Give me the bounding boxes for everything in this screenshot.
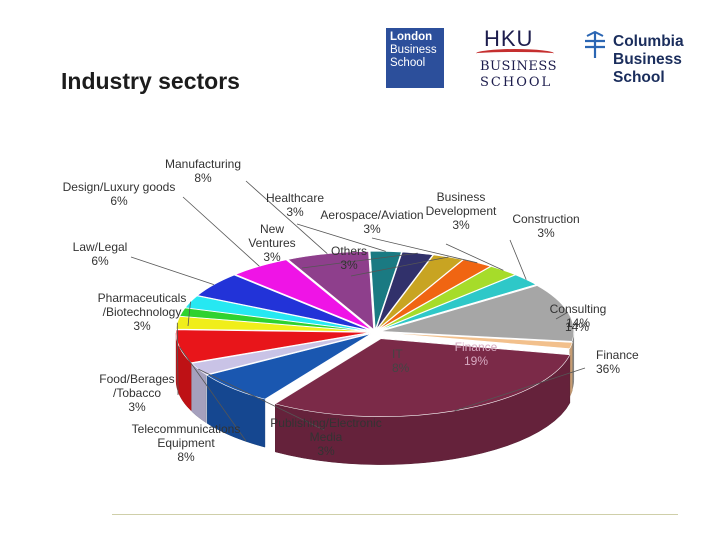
leader-line-14 [445, 243, 504, 271]
slice-label-6: Pharmaceuticals/Biotechnology 3% [98, 291, 187, 333]
leader-line-9 [245, 180, 328, 254]
leader-line-13 [371, 237, 478, 264]
pie-slice-5 [179, 307, 370, 332]
columbia-logo-line-2: Business [613, 51, 682, 68]
leader-line-2 [198, 368, 325, 431]
london-business-school-logo: London Business School [386, 28, 444, 88]
slice-label-14: Business Development 3% [426, 190, 497, 232]
pie-slice-17 [380, 332, 573, 349]
slice-label-15: Construction 3% [512, 212, 579, 240]
lbs-logo-line-1: London [390, 31, 433, 43]
pie-slice-7 [197, 274, 371, 331]
slice-label-13: Aerospace/Aviation 3% [320, 208, 423, 236]
slice-label-8: Design/Luxury goods 6% [63, 180, 176, 208]
hku-swoosh-icon [476, 49, 554, 58]
slice-label-9: Manufacturing 8% [165, 157, 241, 185]
columbia-logo-line-1: Columbia [613, 33, 684, 50]
leader-line-7 [130, 256, 215, 285]
hku-business-school-logo: HKU BUSINESS SCHOOL [470, 26, 570, 90]
leader-line-8 [182, 196, 260, 267]
slice-label-11: New Ventures 3% [248, 222, 295, 264]
leader-line-10 [296, 223, 386, 252]
slice-label-4: Food/Berages/Tobacco 3% [99, 372, 174, 414]
leader-line-11 [301, 252, 418, 269]
inner-label-2: 14% [565, 320, 589, 334]
pie-slice-14 [378, 266, 516, 331]
slice-label-0: Finance 36% [596, 348, 639, 376]
hku-logo-mark: HKU [484, 26, 534, 51]
columbia-logo-text: Columbia Business School [613, 33, 684, 87]
lbs-logo-line-2: Business [390, 44, 437, 56]
leader-line-3 [178, 346, 247, 442]
slice-label-1: IT 8% [392, 347, 410, 375]
pie-slice-1 [206, 333, 371, 400]
leader-line-15 [509, 239, 527, 280]
hku-logo-line-1: BUSINESS [480, 59, 557, 74]
hku-logo-line-2: SCHOOL [480, 75, 553, 90]
leader-line-4 [176, 322, 179, 396]
slice-label-2: Publishing/Electronic Media 3% [270, 416, 381, 458]
leader-line-0 [454, 367, 586, 412]
slice-label-7: Law/Legal 6% [73, 240, 128, 268]
slice-label-12: Others 3% [331, 244, 367, 272]
slice-label-10: Healthcare 3% [266, 191, 324, 219]
slice-label-16: Consulting 14% [550, 302, 607, 330]
lbs-logo-line-3: School [390, 57, 426, 69]
leader-line-6 [187, 301, 191, 327]
columbia-crown-icon [585, 30, 605, 58]
slide-title: Industry sectors [61, 68, 240, 94]
columbia-business-school-logo: Columbia Business School [582, 30, 702, 90]
slice-label-3: Telecommunications Equipment 8% [132, 422, 241, 464]
columbia-logo-line-3: School [613, 69, 665, 86]
leader-line-12 [350, 256, 449, 277]
pie-labels: Finance 36% IT 8% Publishing/Electronic Media… [63, 157, 639, 464]
inner-label-0: Finance 19% [455, 340, 498, 368]
footer-divider [112, 514, 678, 515]
pie-slice-8 [234, 259, 372, 331]
leader-line-16 [555, 311, 569, 320]
